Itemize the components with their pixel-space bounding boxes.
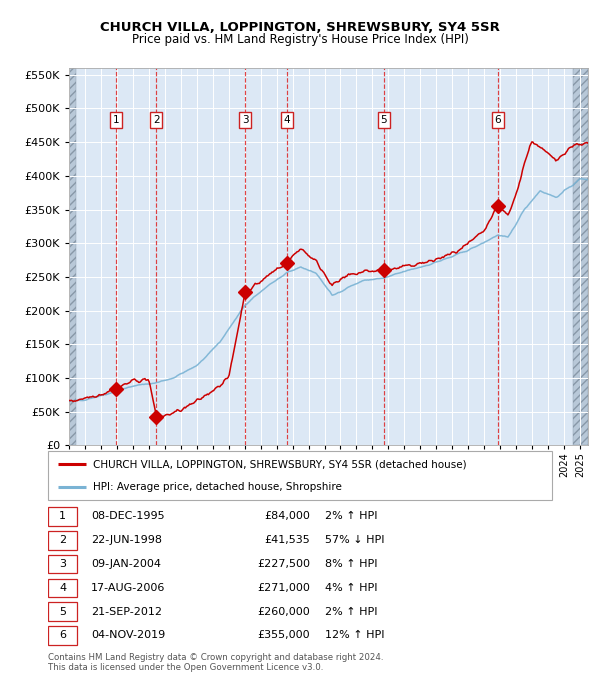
- FancyBboxPatch shape: [48, 555, 77, 573]
- Text: £355,000: £355,000: [257, 630, 310, 641]
- Text: This data is licensed under the Open Government Licence v3.0.: This data is licensed under the Open Gov…: [48, 664, 323, 673]
- Text: 12% ↑ HPI: 12% ↑ HPI: [325, 630, 385, 641]
- FancyBboxPatch shape: [48, 579, 77, 597]
- Text: 04-NOV-2019: 04-NOV-2019: [91, 630, 165, 641]
- Text: £271,000: £271,000: [257, 583, 310, 593]
- Text: £227,500: £227,500: [257, 559, 310, 569]
- Text: 2% ↑ HPI: 2% ↑ HPI: [325, 511, 378, 522]
- Text: 8% ↑ HPI: 8% ↑ HPI: [325, 559, 378, 569]
- FancyBboxPatch shape: [48, 507, 77, 526]
- Text: 09-JAN-2004: 09-JAN-2004: [91, 559, 161, 569]
- Text: 2: 2: [153, 115, 160, 125]
- Text: 57% ↓ HPI: 57% ↓ HPI: [325, 535, 385, 545]
- Text: 1: 1: [59, 511, 66, 522]
- Text: 5: 5: [59, 607, 66, 617]
- Text: CHURCH VILLA, LOPPINGTON, SHREWSBURY, SY4 5SR (detached house): CHURCH VILLA, LOPPINGTON, SHREWSBURY, SY…: [94, 459, 467, 469]
- Text: HPI: Average price, detached house, Shropshire: HPI: Average price, detached house, Shro…: [94, 481, 342, 492]
- Text: 5: 5: [380, 115, 387, 125]
- FancyBboxPatch shape: [48, 602, 77, 621]
- Text: 22-JUN-1998: 22-JUN-1998: [91, 535, 162, 545]
- Text: 4% ↑ HPI: 4% ↑ HPI: [325, 583, 378, 593]
- FancyBboxPatch shape: [48, 531, 77, 549]
- FancyBboxPatch shape: [48, 451, 552, 500]
- Text: £84,000: £84,000: [264, 511, 310, 522]
- Text: CHURCH VILLA, LOPPINGTON, SHREWSBURY, SY4 5SR: CHURCH VILLA, LOPPINGTON, SHREWSBURY, SY…: [100, 20, 500, 34]
- Text: 3: 3: [59, 559, 66, 569]
- Text: 21-SEP-2012: 21-SEP-2012: [91, 607, 162, 617]
- Text: 3: 3: [242, 115, 248, 125]
- Text: 2: 2: [59, 535, 66, 545]
- Text: £260,000: £260,000: [257, 607, 310, 617]
- Text: 6: 6: [494, 115, 501, 125]
- FancyBboxPatch shape: [48, 626, 77, 645]
- Text: 08-DEC-1995: 08-DEC-1995: [91, 511, 164, 522]
- Text: 2% ↑ HPI: 2% ↑ HPI: [325, 607, 378, 617]
- Text: Price paid vs. HM Land Registry's House Price Index (HPI): Price paid vs. HM Land Registry's House …: [131, 33, 469, 46]
- Text: 17-AUG-2006: 17-AUG-2006: [91, 583, 165, 593]
- Text: 6: 6: [59, 630, 66, 641]
- Text: 1: 1: [112, 115, 119, 125]
- Text: £41,535: £41,535: [265, 535, 310, 545]
- Text: 4: 4: [283, 115, 290, 125]
- Text: 4: 4: [59, 583, 66, 593]
- Text: Contains HM Land Registry data © Crown copyright and database right 2024.: Contains HM Land Registry data © Crown c…: [48, 653, 383, 662]
